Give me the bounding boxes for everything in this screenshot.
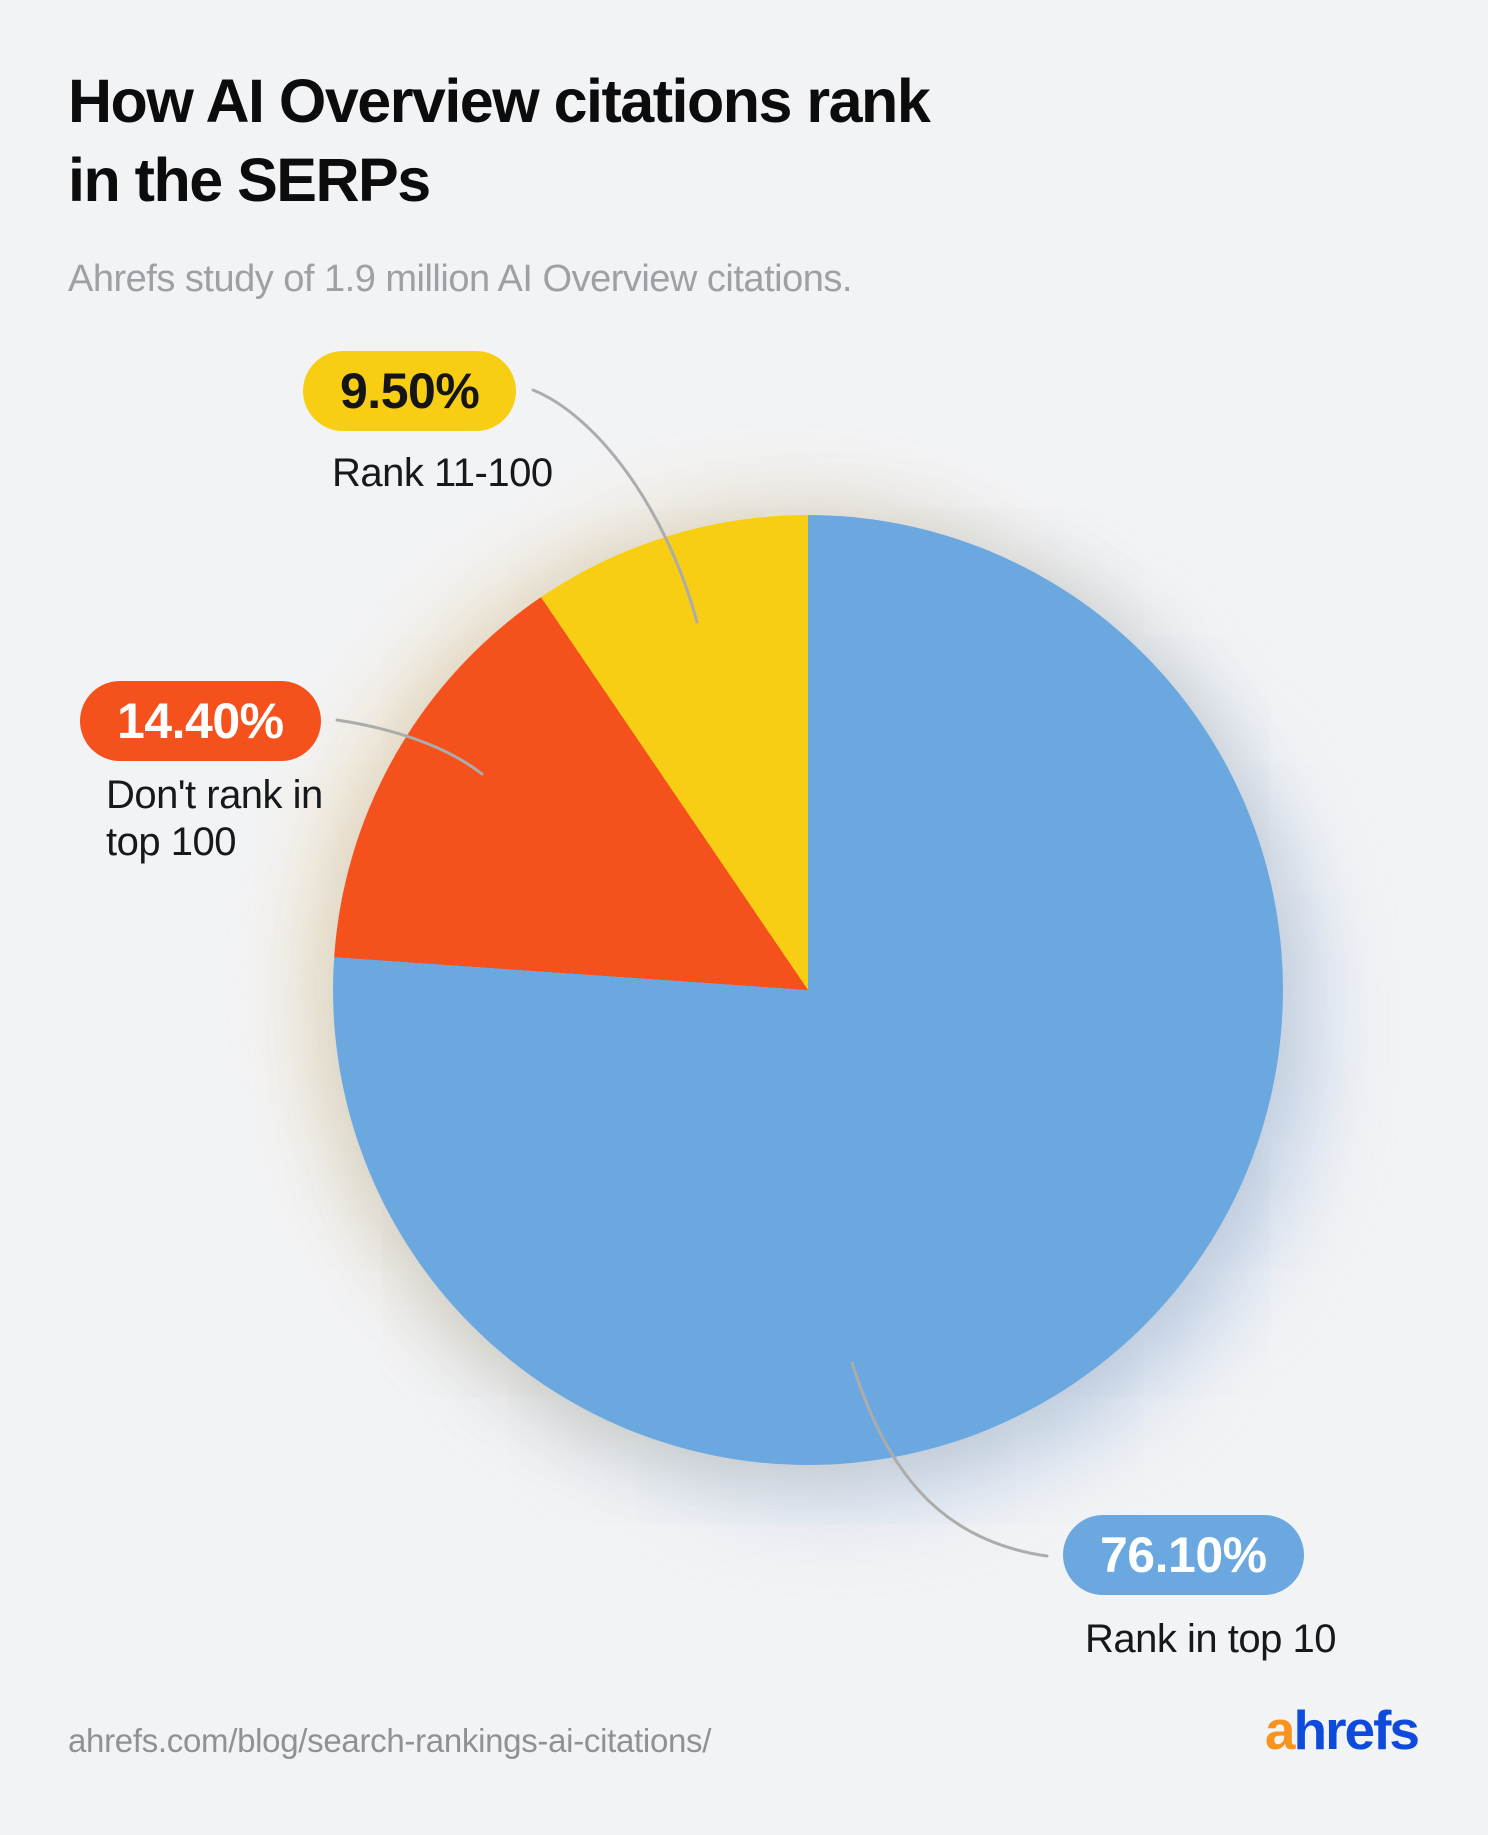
pie-chart (333, 515, 1283, 1465)
page-title: How AI Overview citations rank in the SE… (68, 62, 931, 220)
callout-badge-top-10: 76.10% (1063, 1515, 1304, 1595)
page-title-line-2: in the SERPs (68, 146, 431, 214)
callout-badge-dont-rank: 14.40% (80, 681, 321, 761)
page-title-line-1: How AI Overview citations rank (68, 67, 931, 135)
callout-label-top-10: Rank in top 10 (1085, 1617, 1336, 1661)
ahrefs-logo: ahrefs (1264, 1698, 1420, 1762)
callout-badge-rank-11-100: 9.50% (303, 351, 517, 431)
callout-label-dont-rank: Don't rank in top 100 (106, 773, 323, 864)
ahrefs-logo-part-hrefs: hrefs (1293, 1699, 1420, 1761)
page-subtitle: Ahrefs study of 1.9 million AI Overview … (68, 258, 852, 300)
callout-label-rank-11-100: Rank 11-100 (332, 451, 553, 495)
ahrefs-logo-part-a: a (1264, 1699, 1296, 1761)
source-url: ahrefs.com/blog/search-rankings-ai-citat… (68, 1722, 712, 1759)
